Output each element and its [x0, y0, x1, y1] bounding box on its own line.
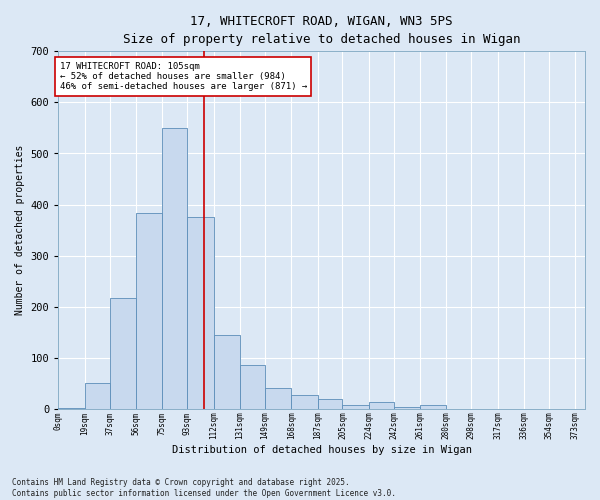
Bar [85, 384, 110, 409]
Bar [369, 402, 394, 409]
Bar [240, 366, 265, 409]
Bar [214, 335, 240, 409]
Y-axis label: Number of detached properties: Number of detached properties [15, 145, 25, 316]
Text: 17 WHITECROFT ROAD: 105sqm
← 52% of detached houses are smaller (984)
46% of sem: 17 WHITECROFT ROAD: 105sqm ← 52% of deta… [60, 62, 307, 92]
Bar [394, 408, 420, 409]
Text: Contains HM Land Registry data © Crown copyright and database right 2025.
Contai: Contains HM Land Registry data © Crown c… [12, 478, 396, 498]
Bar [58, 408, 85, 409]
Bar [291, 394, 317, 409]
Bar [162, 128, 187, 409]
Bar [265, 388, 291, 409]
Bar [317, 398, 343, 409]
Bar [343, 405, 369, 409]
Bar [110, 298, 136, 409]
Bar [136, 214, 162, 409]
Bar [420, 405, 446, 409]
Title: 17, WHITECROFT ROAD, WIGAN, WN3 5PS
Size of property relative to detached houses: 17, WHITECROFT ROAD, WIGAN, WN3 5PS Size… [123, 15, 520, 46]
Bar [187, 218, 214, 409]
X-axis label: Distribution of detached houses by size in Wigan: Distribution of detached houses by size … [172, 445, 472, 455]
